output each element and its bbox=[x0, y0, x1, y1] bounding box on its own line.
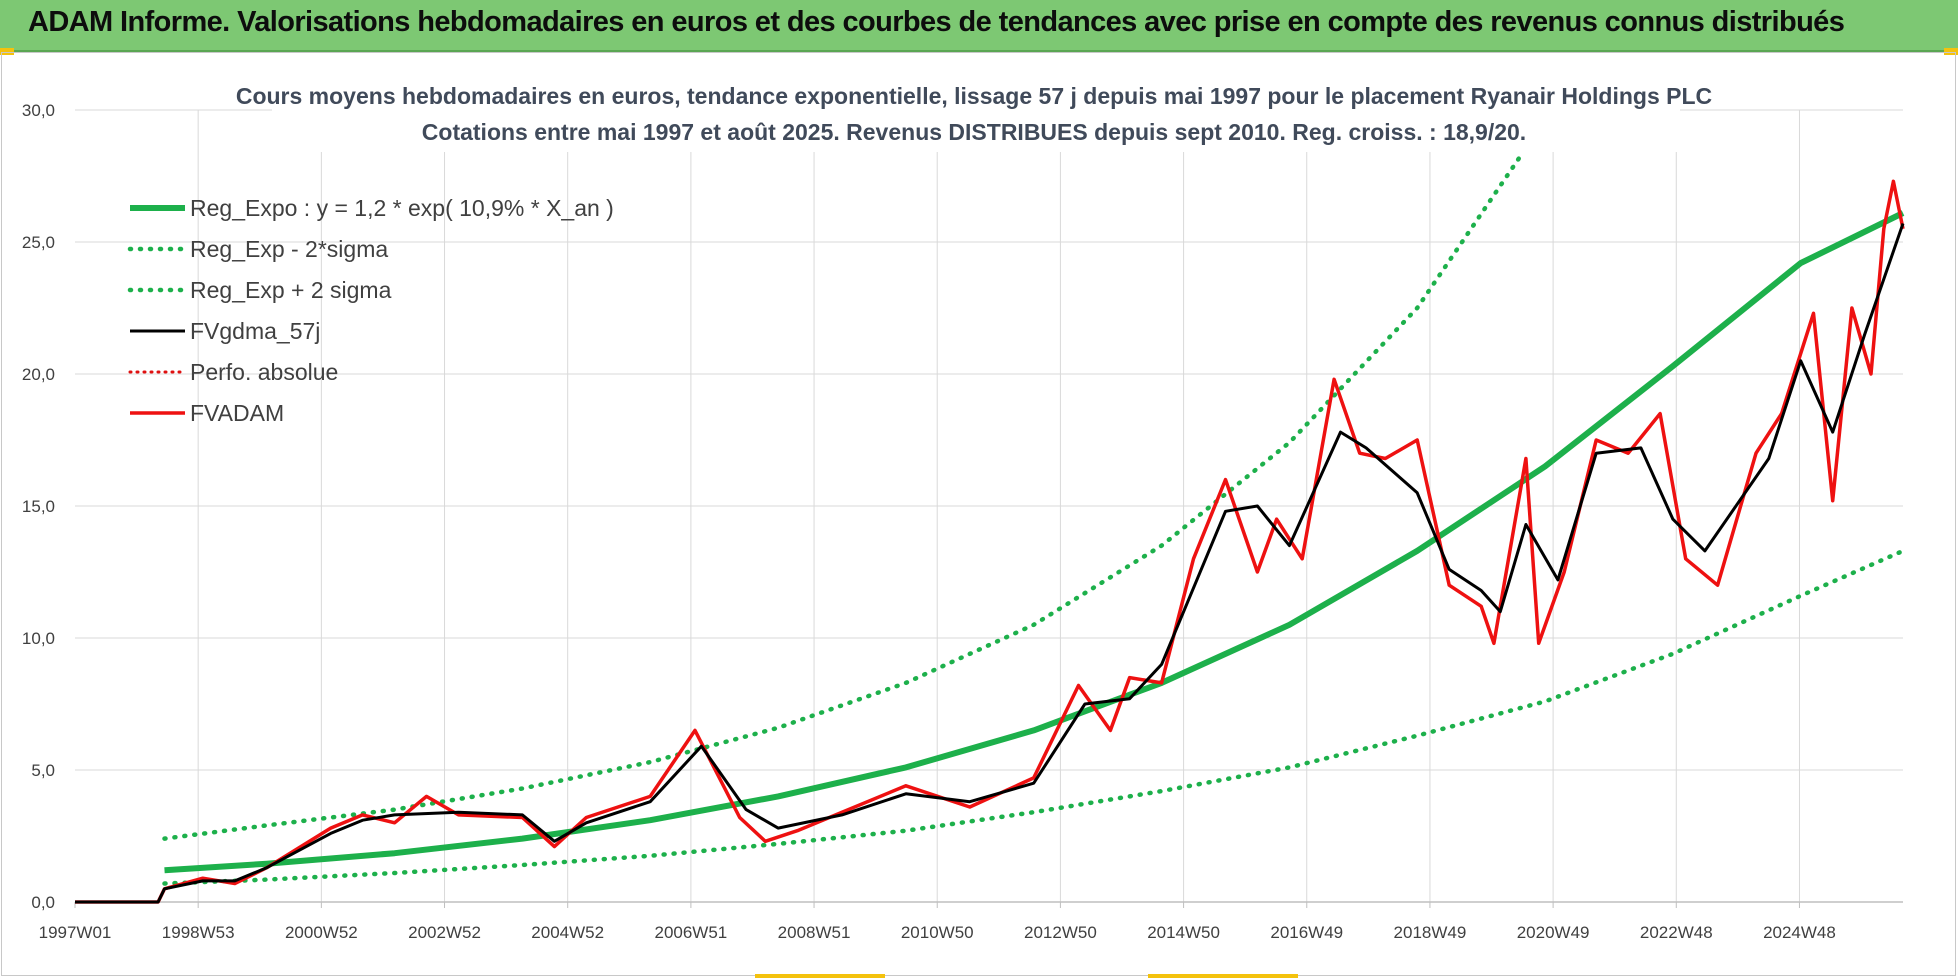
y-tick-label: 5,0 bbox=[31, 761, 55, 780]
y-tick-label: 0,0 bbox=[31, 893, 55, 912]
corner-mark-right bbox=[1944, 48, 1958, 55]
x-tick-label: 1998W53 bbox=[162, 923, 235, 942]
bottom-mark bbox=[1148, 974, 1298, 978]
x-tick-label: 1997W01 bbox=[39, 923, 112, 942]
legend-label: Reg_Exp - 2*sigma bbox=[190, 236, 388, 262]
x-tick-label: 2000W52 bbox=[285, 923, 358, 942]
bottom-mark bbox=[755, 974, 885, 978]
x-tick-label: 2016W49 bbox=[1270, 923, 1343, 942]
y-tick-label: 15,0 bbox=[22, 497, 55, 516]
legend-label: Reg_Exp + 2 sigma bbox=[190, 277, 392, 303]
legend-label: FVADAM bbox=[190, 400, 284, 426]
legend-label: Reg_Expo : y = 1,2 * exp( 10,9% * X_an ) bbox=[190, 195, 614, 221]
chart-title-box bbox=[272, 78, 1680, 152]
x-tick-label: 2018W49 bbox=[1394, 923, 1467, 942]
x-tick-label: 2012W50 bbox=[1024, 923, 1097, 942]
series-line bbox=[75, 179, 1905, 904]
x-tick-label: 2024W48 bbox=[1763, 923, 1836, 942]
series-line bbox=[164, 210, 1905, 874]
x-tick-label: 2010W50 bbox=[901, 923, 974, 942]
x-tick-label: 2022W48 bbox=[1640, 923, 1713, 942]
header-bar: ADAM Informe. Valorisations hebdomadaire… bbox=[0, 0, 1958, 52]
legend-label: FVgdma_57j bbox=[190, 318, 320, 344]
x-tick-label: 2014W50 bbox=[1147, 923, 1220, 942]
x-tick-label: 2006W51 bbox=[654, 923, 727, 942]
x-tick-label: 2008W51 bbox=[778, 923, 851, 942]
series-line bbox=[162, 155, 1522, 841]
y-tick-label: 25,0 bbox=[22, 233, 55, 252]
x-tick-label: 2002W52 bbox=[408, 923, 481, 942]
corner-mark-left bbox=[0, 48, 14, 55]
y-tick-label: 10,0 bbox=[22, 629, 55, 648]
y-tick-label: 30,0 bbox=[22, 101, 55, 120]
chart-title: Cours moyens hebdomadaires en euros, ten… bbox=[236, 83, 1712, 109]
y-tick-label: 20,0 bbox=[22, 365, 55, 384]
x-tick-label: 2004W52 bbox=[531, 923, 604, 942]
legend-label: Perfo. absolue bbox=[190, 359, 338, 385]
x-tick-label: 2020W49 bbox=[1517, 923, 1590, 942]
series-line bbox=[162, 548, 1906, 886]
chart-subtitle: Cotations entre mai 1997 et août 2025. R… bbox=[422, 119, 1526, 145]
series-line bbox=[75, 223, 1905, 904]
page-title: ADAM Informe. Valorisations hebdomadaire… bbox=[28, 6, 1845, 38]
chart-frame bbox=[1, 52, 1956, 976]
